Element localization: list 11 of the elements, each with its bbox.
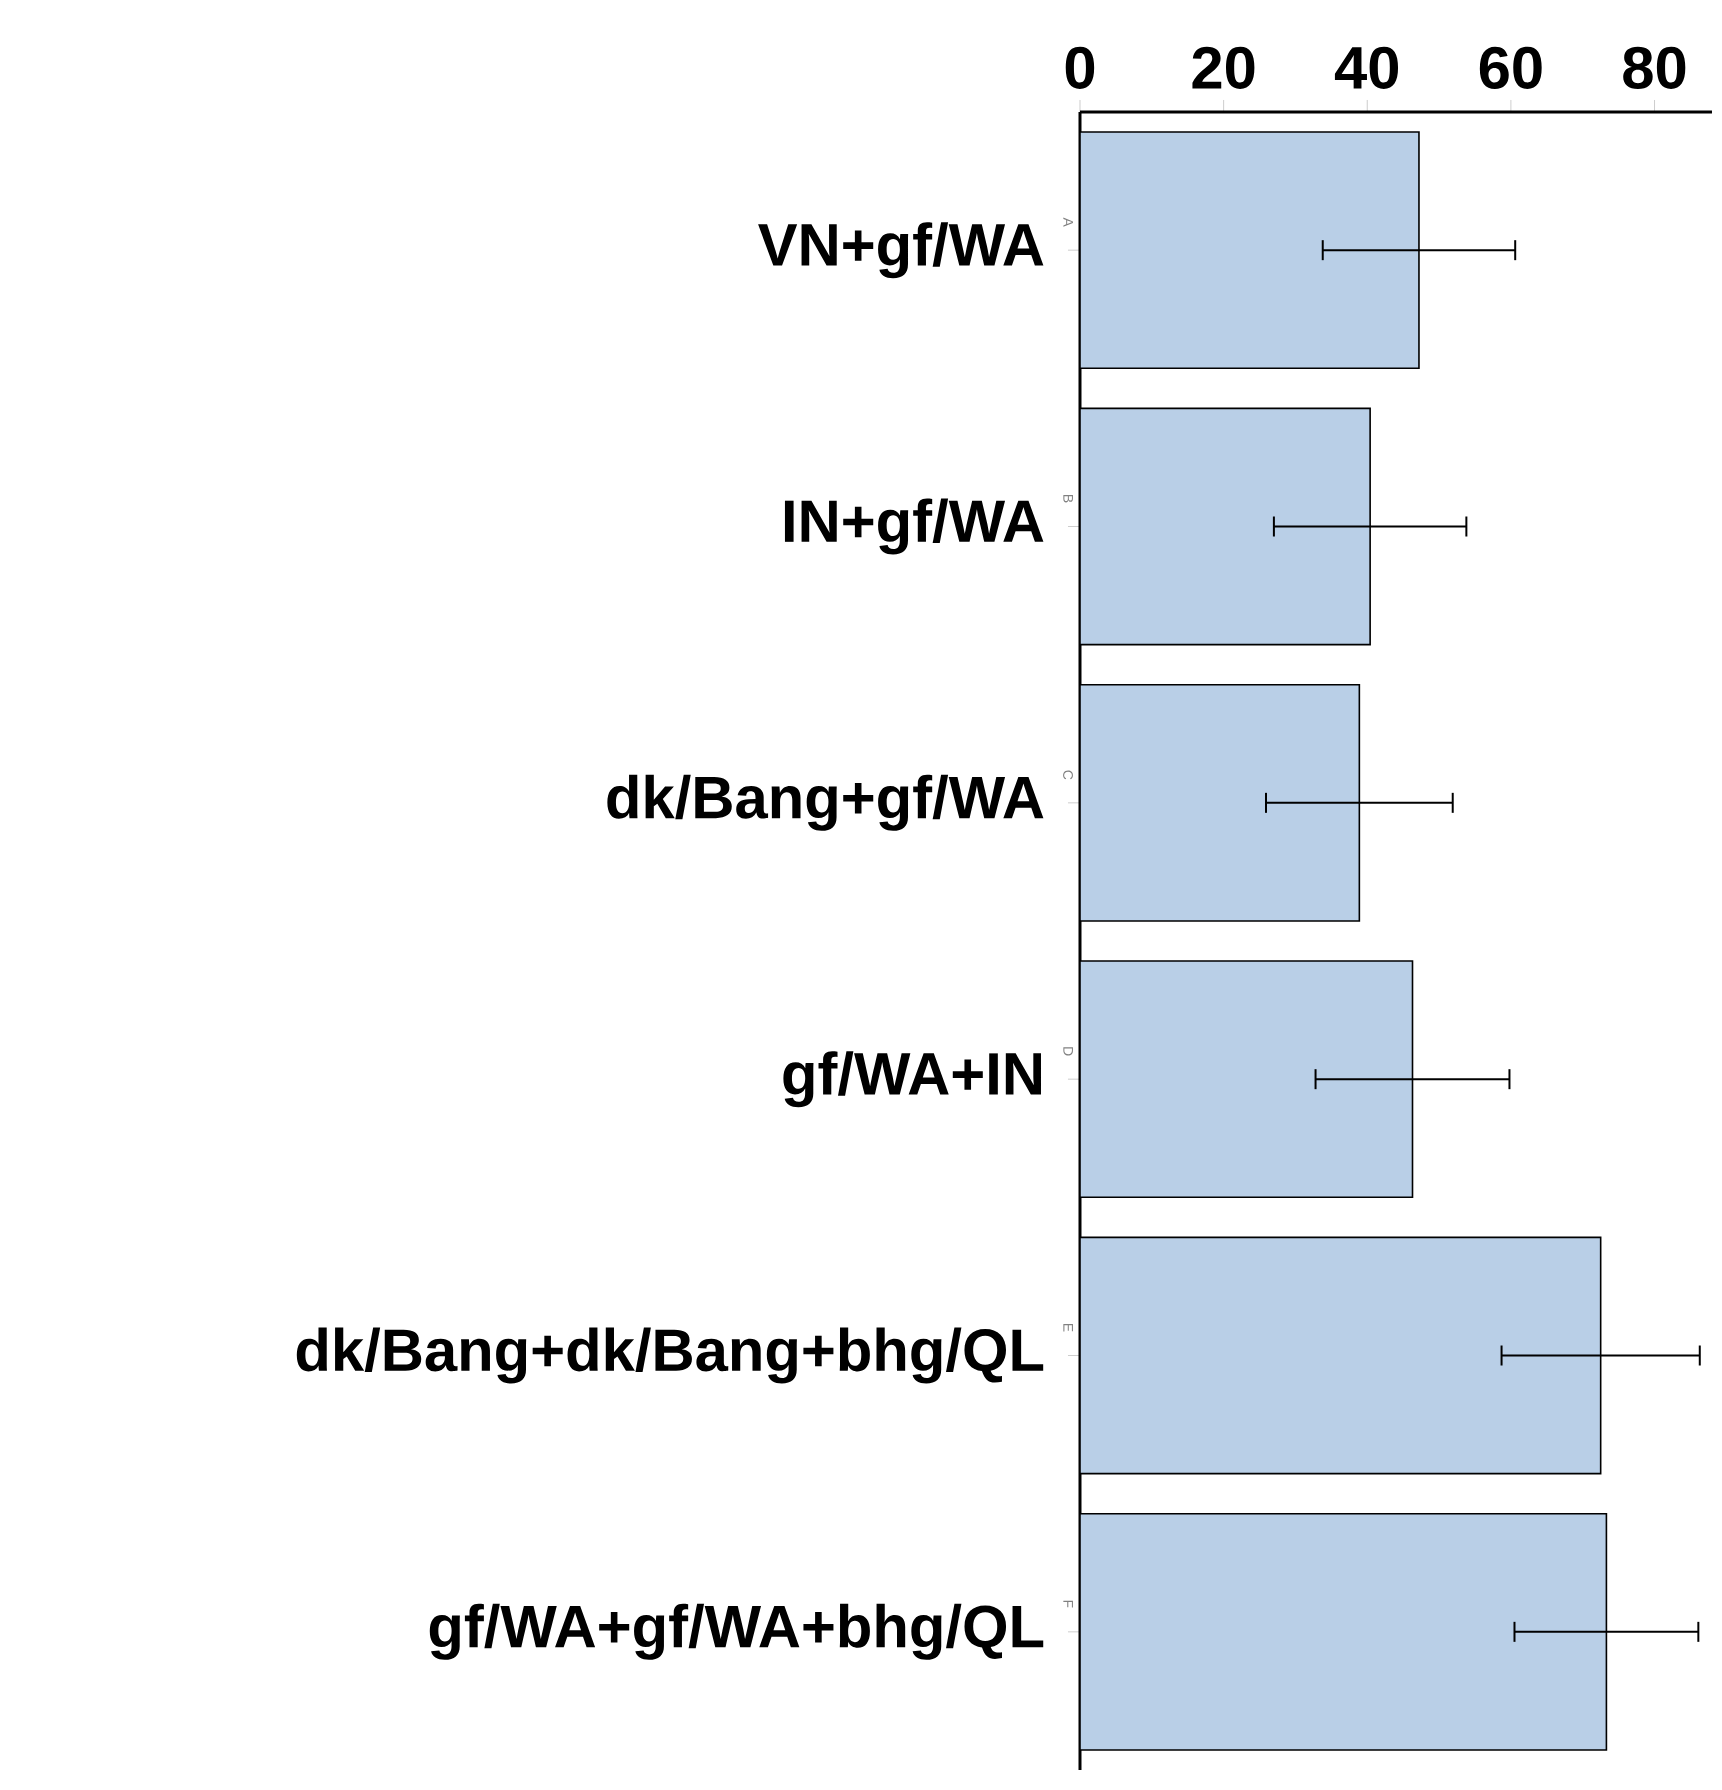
y-tick-label: gf/WA+gf/WA+bhg/QL <box>429 1603 1044 1660</box>
x-tick-label: 60 <box>1479 46 1542 89</box>
y-tick-label: VN+gf/WA <box>758 222 1044 279</box>
y-tick-label: gf/WA+IN <box>783 1051 1041 1108</box>
y-tick-label: dk/Bang+dk/Bang+bhg/QL <box>296 1327 1044 1384</box>
x-tick-label: 20 <box>1192 46 1255 89</box>
y-tick-label: dk/Bang+gf/WA <box>607 774 1044 831</box>
x-tick-label: 0 <box>1065 46 1095 89</box>
x-tick-label: 80 <box>1623 46 1686 89</box>
x-tick-label: 40 <box>1334 46 1399 89</box>
y-tick-label: IN+gf/WA <box>784 498 1044 555</box>
